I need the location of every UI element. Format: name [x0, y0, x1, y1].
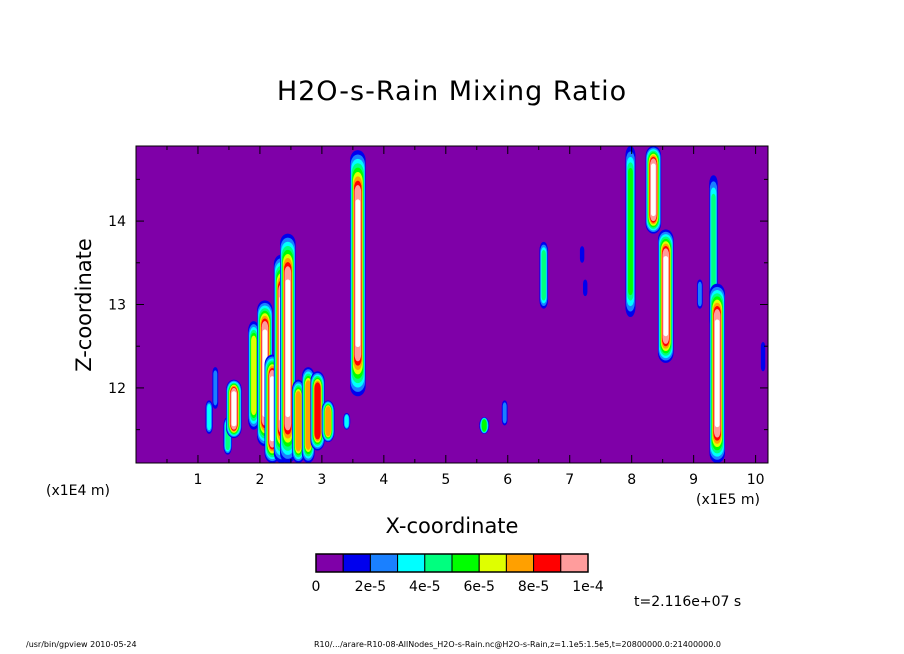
- colorbar-swatch: [342, 553, 371, 573]
- feature-band: [579, 246, 585, 263]
- feature-25: [709, 283, 725, 463]
- feature-core: [714, 319, 720, 428]
- colorbar-swatch: [315, 553, 344, 573]
- feature-core: [355, 199, 361, 348]
- heatmap-features: [205, 146, 766, 463]
- colorbar-swatch: [478, 553, 507, 573]
- feature-11: [310, 371, 325, 451]
- x-tick-label: 1: [193, 472, 202, 488]
- x-tick-label: 7: [565, 472, 574, 488]
- y-tick-label: 13: [108, 298, 126, 314]
- x-tick-label: 8: [627, 472, 636, 488]
- feature-core: [285, 279, 291, 418]
- feature-band: [305, 380, 312, 450]
- colorbar-swatch: [397, 553, 426, 573]
- x-tick-label: 6: [503, 472, 512, 488]
- x-tick-label: 10: [747, 472, 765, 488]
- colorbar-label: 4e-5: [409, 579, 440, 595]
- feature-15: [479, 417, 490, 434]
- feature-0: [205, 400, 213, 434]
- feature-band: [541, 249, 546, 301]
- x-axis-label: X-coordinate: [385, 514, 519, 538]
- feature-16: [501, 400, 508, 426]
- feature-band: [314, 382, 321, 440]
- colorbar-swatch: [505, 553, 535, 573]
- colorbar: 0 2e-5 4e-5 6e-5 8e-5 1e-4: [312, 553, 604, 595]
- feature-band: [760, 342, 766, 372]
- x-tick-label: 9: [689, 472, 698, 488]
- feature-26: [760, 342, 766, 372]
- x-tick-label: 3: [317, 472, 326, 488]
- feature-band: [207, 403, 212, 431]
- y-tick-label: 14: [108, 214, 126, 230]
- time-label: t=2.116e+07 s: [634, 594, 742, 610]
- feature-19: [583, 279, 588, 297]
- colorbar-label: 6e-5: [463, 579, 494, 595]
- feature-13: [343, 412, 351, 430]
- y-axis-unit: (x1E4 m): [46, 483, 110, 499]
- colorbar-swatch: [533, 553, 562, 573]
- colorbar-label: 1e-4: [572, 579, 604, 595]
- feature-band: [711, 193, 716, 312]
- colorbar-swatch: [560, 553, 589, 573]
- colorbar-swatch: [424, 553, 453, 573]
- chart-title: H2O-s-Rain Mixing Ratio: [276, 76, 628, 107]
- feature-8: [280, 233, 296, 463]
- feature-core: [651, 163, 656, 217]
- feature-21: [645, 146, 662, 234]
- feature-band: [628, 167, 633, 296]
- colorbar-label: 8e-5: [518, 579, 549, 595]
- feature-3: [226, 379, 242, 438]
- feature-band: [325, 406, 331, 437]
- x-axis-unit: (x1E5 m): [696, 492, 760, 508]
- footer-right: R10/.../arare-R10-08-AllNodes_H2O-s-Rain…: [314, 640, 721, 649]
- footer-left: /usr/bin/gpview 2010-05-24: [26, 640, 137, 649]
- feature-23: [696, 279, 703, 309]
- x-tick-label: 2: [255, 472, 264, 488]
- feature-4: [248, 321, 260, 430]
- feature-band: [502, 402, 507, 424]
- colorbar-swatch: [451, 553, 480, 573]
- colorbar-swatch: [369, 553, 399, 573]
- feature-band: [583, 279, 588, 297]
- feature-17: [539, 241, 549, 309]
- feature-core: [269, 376, 275, 442]
- feature-18: [579, 246, 585, 263]
- feature-core: [231, 391, 237, 427]
- feature-band: [344, 414, 349, 428]
- feature-band: [213, 370, 218, 406]
- feature-band: [295, 391, 302, 452]
- colorbar-frame: [315, 553, 589, 573]
- colorbar-label: 0: [312, 579, 321, 595]
- feature-core: [663, 256, 669, 337]
- y-tick-label: 12: [108, 381, 126, 397]
- feature-1: [212, 367, 219, 409]
- feature-12: [321, 400, 335, 443]
- feature-band: [481, 419, 487, 432]
- feature-14: [350, 150, 366, 397]
- feature-band: [697, 281, 702, 307]
- feature-band: [251, 335, 257, 416]
- colorbar-label: 2e-5: [355, 579, 386, 595]
- feature-9: [291, 379, 305, 463]
- x-tick-label: 4: [379, 472, 388, 488]
- feature-22: [657, 229, 674, 363]
- feature-20: [625, 146, 636, 318]
- x-tick-label: 5: [441, 472, 450, 488]
